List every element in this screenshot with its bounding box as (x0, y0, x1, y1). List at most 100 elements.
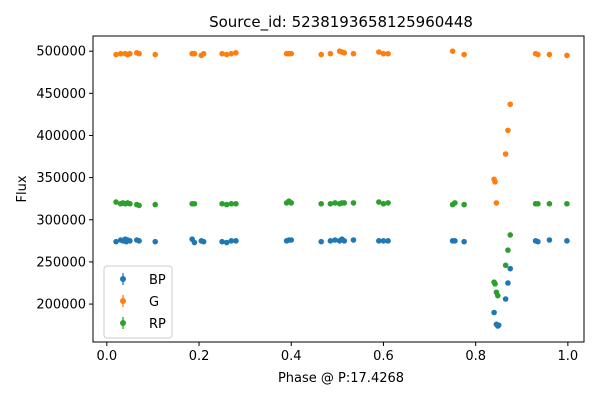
y-tick-label: 350000 (36, 171, 86, 186)
chart-title: Source_id: 5238193658125960448 (209, 13, 473, 32)
data-point-g (136, 50, 142, 57)
data-point-bp (233, 238, 239, 244)
data-point-bp (113, 238, 119, 245)
data-point-rp (385, 200, 391, 206)
data-point-bp (191, 239, 198, 246)
legend-item-bp: BP (120, 273, 166, 288)
data-point-bp (461, 238, 467, 245)
data-point-g (564, 52, 570, 59)
data-point-rp (332, 200, 338, 206)
y-tick-label: 450000 (36, 87, 86, 102)
legend-box (103, 265, 173, 339)
data-point-bp (376, 238, 382, 244)
legend-label: BP (149, 273, 166, 288)
y-axis-title: Flux (15, 175, 30, 202)
data-point-g (117, 50, 124, 57)
data-point-bp (505, 280, 511, 286)
data-point-bp (228, 238, 235, 244)
data-point-rp (535, 200, 541, 207)
data-point-g (191, 50, 198, 57)
data-point-rp (376, 199, 382, 205)
data-point-g (385, 50, 391, 57)
data-point-g (461, 51, 467, 58)
data-point-rp (228, 200, 235, 207)
data-point-rp (380, 200, 387, 207)
data-point-bp (341, 238, 348, 244)
data-point-g (502, 151, 509, 157)
data-point-bp (350, 237, 357, 243)
data-point-bp (288, 237, 295, 243)
data-point-g (507, 101, 514, 108)
data-point-rp (127, 200, 133, 207)
y-tick-label: 300000 (36, 213, 86, 228)
data-point-rp (223, 201, 230, 208)
plot-area (113, 48, 570, 329)
x-axis-title: Phase @ P:17.4268 (278, 371, 404, 386)
data-point-rp (502, 262, 509, 269)
data-point-rp (350, 200, 357, 206)
x-tick-label: 0.6 (373, 349, 394, 364)
data-point-g (380, 50, 387, 57)
data-point-bp (385, 238, 391, 244)
y-tick-label: 250000 (36, 255, 86, 270)
data-point-rp (564, 200, 570, 207)
data-point-g (152, 51, 159, 58)
data-point-bp (502, 296, 509, 302)
x-axis: 0.0 0.2 0.4 0.6 0.8 1.0 (96, 342, 578, 364)
data-point-bp (546, 237, 553, 243)
data-point-bp (495, 322, 502, 328)
data-point-g (228, 50, 235, 57)
data-point-g (223, 51, 230, 58)
data-point-g (546, 51, 553, 58)
data-point-rp (152, 201, 159, 208)
data-point-g (505, 127, 511, 134)
data-point-bp (564, 238, 570, 244)
data-point-rp (233, 200, 239, 207)
data-point-bp (127, 238, 133, 244)
data-point-g (376, 49, 382, 55)
data-point-g (219, 50, 225, 57)
data-point-rp (494, 292, 501, 299)
legend-label: RP (149, 317, 166, 332)
data-point-g (200, 50, 207, 57)
data-point-rp (492, 281, 498, 287)
y-axis: 200000 250000 300000 350000 400000 450000 5000… (36, 45, 93, 313)
data-point-bp (223, 239, 230, 246)
data-point-bp (380, 238, 387, 244)
y-tick-label: 400000 (36, 129, 86, 144)
data-point-rp (288, 200, 295, 206)
x-tick-label: 0.4 (281, 349, 302, 364)
legend-label: G (149, 295, 159, 310)
data-point-rp (341, 200, 348, 206)
data-point-bp (152, 238, 159, 245)
data-point-bp (491, 309, 497, 316)
data-point-rp (461, 201, 467, 208)
data-point-rp (327, 200, 334, 207)
data-point-bp (318, 238, 325, 245)
series-rp (113, 198, 570, 299)
data-point-g (288, 50, 295, 57)
data-point-bp (200, 238, 207, 245)
legend-point-marker (120, 320, 126, 326)
data-point-g (327, 50, 334, 57)
legend: BP G RP (103, 265, 173, 339)
data-point-rp (546, 200, 553, 207)
data-point-g (233, 50, 239, 56)
legend-item-g: G (120, 295, 159, 310)
data-point-rp (452, 200, 458, 206)
plot-frame (92, 35, 585, 343)
data-point-bp (219, 238, 225, 245)
data-point-rp (219, 200, 225, 207)
data-point-rp (507, 232, 514, 238)
series-bp (113, 236, 570, 329)
data-point-bp (136, 238, 142, 244)
data-point-rp (318, 200, 325, 207)
data-point-g (341, 50, 348, 56)
data-point-bp (507, 265, 514, 272)
series-g (113, 48, 570, 206)
y-tick-label: 200000 (36, 298, 86, 313)
data-point-g (492, 179, 498, 185)
data-point-rp (505, 247, 511, 253)
data-point-g (493, 200, 500, 206)
